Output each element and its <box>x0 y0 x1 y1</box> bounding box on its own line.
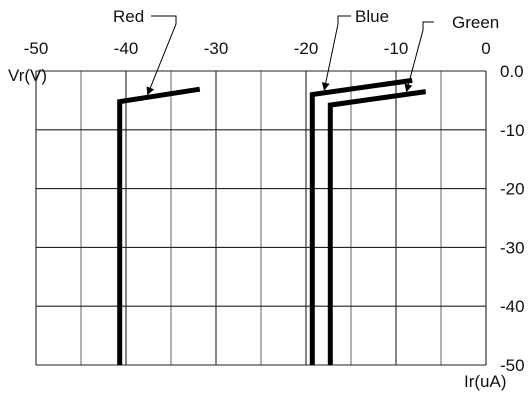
y-tick-label: -20 <box>500 180 525 199</box>
series-line-blue <box>309 77 413 365</box>
x-tick-label: -20 <box>294 39 319 58</box>
series-lines <box>117 77 427 365</box>
x-axis-label: Ir(uA) <box>464 372 507 391</box>
series-callouts: Red Blue Green <box>113 7 499 96</box>
series-line-green <box>327 89 427 365</box>
callout-leader-red <box>146 15 177 96</box>
y-tick-label: -10 <box>500 121 525 140</box>
callout-leader-green <box>404 21 434 93</box>
series-line-red <box>117 86 201 365</box>
y-tick-label: -50 <box>500 356 525 375</box>
callout-label-green: Green <box>452 13 499 32</box>
y-axis-ticks: 0.0 -10 -20 -30 -40 -50 <box>500 62 525 375</box>
y-tick-label: -30 <box>500 238 525 257</box>
x-tick-label: -30 <box>204 39 229 58</box>
x-tick-label: -10 <box>384 39 409 58</box>
callout-label-red: Red <box>113 7 144 26</box>
callout-leader-blue <box>321 15 351 91</box>
plot-grid <box>35 70 487 366</box>
callout-label-blue: Blue <box>355 7 389 26</box>
y-tick-label: 0.0 <box>500 62 524 81</box>
y-axis-label: Vr(V) <box>8 66 47 85</box>
x-tick-label: -40 <box>114 39 139 58</box>
x-axis-ticks: -50 -40 -30 -20 -10 0 <box>24 39 491 58</box>
x-tick-label: 0 <box>481 39 490 58</box>
x-tick-label: -50 <box>24 39 49 58</box>
y-tick-label: -40 <box>500 297 525 316</box>
